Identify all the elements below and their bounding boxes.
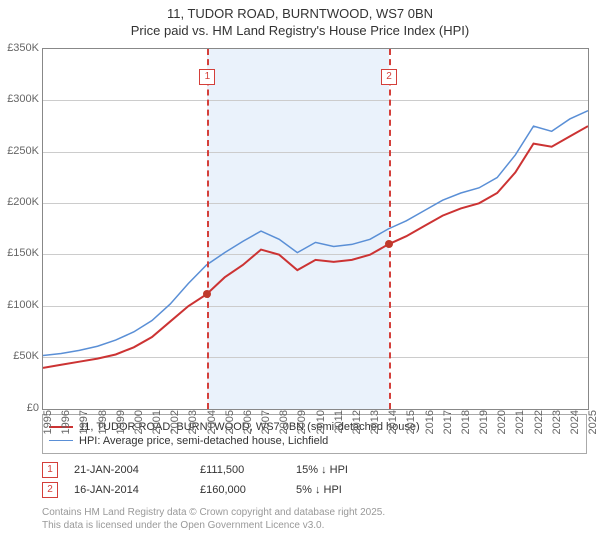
title-line-1: 11, TUDOR ROAD, BURNTWOOD, WS7 0BN	[0, 6, 600, 23]
sale-price: £111,500	[200, 464, 280, 476]
plot-area: 12	[42, 48, 589, 410]
x-tick-label: 2005	[224, 410, 236, 434]
sale-pct: 15% ↓ HPI	[296, 464, 396, 476]
marker-line	[389, 49, 391, 409]
legend-item: HPI: Average price, semi-detached house,…	[49, 435, 580, 447]
chart-area: 12 £0£50K£100K£150K£200K£250K£300K£350K …	[42, 48, 587, 408]
title-block: 11, TUDOR ROAD, BURNTWOOD, WS7 0BN Price…	[0, 0, 600, 40]
x-tick-label: 2016	[424, 410, 436, 434]
x-tick-label: 2021	[514, 410, 526, 434]
x-tick-label: 2014	[387, 410, 399, 434]
sale-date: 16-JAN-2014	[74, 484, 184, 496]
x-tick-label: 2006	[242, 410, 254, 434]
x-tick-label: 1995	[42, 410, 54, 434]
title-line-2: Price paid vs. HM Land Registry's House …	[0, 23, 600, 40]
y-tick-label: £250K	[7, 145, 39, 157]
x-tick-label: 1998	[97, 410, 109, 434]
y-tick-label: £300K	[7, 93, 39, 105]
x-tick-label: 2003	[187, 410, 199, 434]
footer: Contains HM Land Registry data © Crown c…	[42, 506, 587, 532]
line-series	[43, 49, 588, 409]
sale-row: 2 16-JAN-2014 £160,000 5% ↓ HPI	[42, 482, 587, 498]
y-tick-label: £350K	[7, 42, 39, 54]
x-tick-label: 2018	[460, 410, 472, 434]
sales-table: 1 21-JAN-2004 £111,500 15% ↓ HPI 2 16-JAN-201…	[42, 462, 587, 498]
marker-label: 2	[381, 69, 397, 85]
marker-dot	[385, 240, 393, 248]
x-tick-label: 2017	[442, 410, 454, 434]
x-tick-label: 2020	[496, 410, 508, 434]
marker-dot	[203, 290, 211, 298]
x-tick-label: 2009	[296, 410, 308, 434]
x-tick-label: 2015	[405, 410, 417, 434]
x-tick-label: 2024	[569, 410, 581, 434]
footer-line-1: Contains HM Land Registry data © Crown c…	[42, 506, 587, 519]
sale-pct: 5% ↓ HPI	[296, 484, 396, 496]
x-tick-label: 2012	[351, 410, 363, 434]
sale-marker: 2	[42, 482, 58, 498]
x-tick-label: 2004	[206, 410, 218, 434]
chart-container: 11, TUDOR ROAD, BURNTWOOD, WS7 0BN Price…	[0, 0, 600, 560]
x-tick-label: 2002	[169, 410, 181, 434]
footer-line-2: This data is licensed under the Open Gov…	[42, 519, 587, 532]
series-line	[43, 126, 588, 368]
x-tick-label: 2010	[315, 410, 327, 434]
sale-row: 1 21-JAN-2004 £111,500 15% ↓ HPI	[42, 462, 587, 478]
x-tick-label: 1999	[115, 410, 127, 434]
marker-label: 1	[199, 69, 215, 85]
x-tick-label: 2001	[151, 410, 163, 434]
sale-price: £160,000	[200, 484, 280, 496]
x-tick-label: 2025	[587, 410, 599, 434]
sale-date: 21-JAN-2004	[74, 464, 184, 476]
x-tick-label: 2008	[278, 410, 290, 434]
legend-swatch	[49, 440, 73, 441]
x-tick-label: 1996	[60, 410, 72, 434]
x-tick-label: 1997	[78, 410, 90, 434]
x-tick-label: 2019	[478, 410, 490, 434]
x-tick-label: 2022	[533, 410, 545, 434]
marker-line	[207, 49, 209, 409]
y-tick-label: £50K	[13, 350, 39, 362]
y-tick-label: £0	[27, 402, 39, 414]
x-tick-label: 2000	[133, 410, 145, 434]
y-tick-label: £100K	[7, 299, 39, 311]
x-tick-label: 2011	[333, 410, 345, 434]
sale-marker: 1	[42, 462, 58, 478]
legend-label: HPI: Average price, semi-detached house,…	[79, 435, 328, 447]
x-tick-label: 2013	[369, 410, 381, 434]
y-tick-label: £150K	[7, 247, 39, 259]
y-tick-label: £200K	[7, 196, 39, 208]
series-line	[43, 110, 588, 355]
x-tick-label: 2023	[551, 410, 563, 434]
x-tick-label: 2007	[260, 410, 272, 434]
